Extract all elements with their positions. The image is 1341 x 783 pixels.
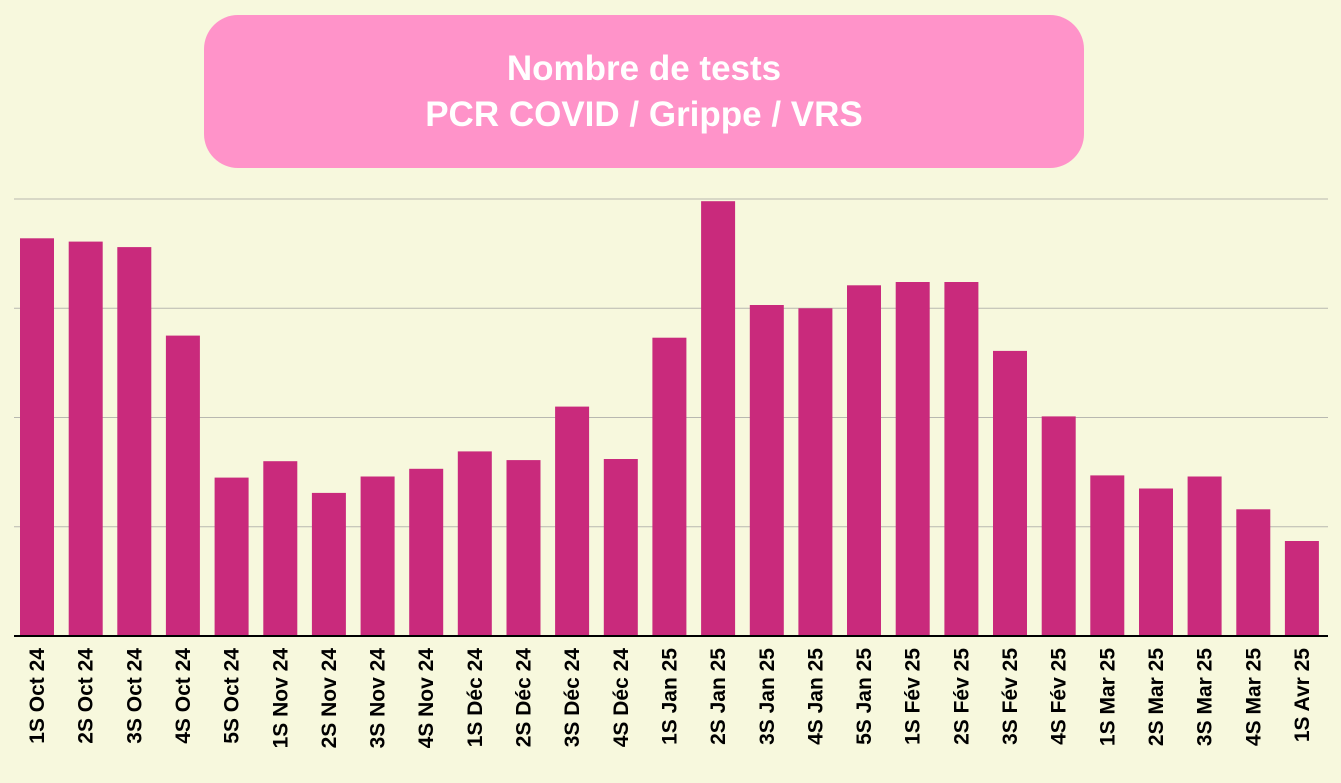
x-tick-label: 5S Jan 25 (853, 648, 876, 745)
x-tick-label: 5S Oct 24 (221, 648, 244, 744)
bar (895, 282, 930, 636)
bar (165, 335, 200, 636)
bar (1090, 475, 1125, 636)
x-tick-label: 3S Mar 25 (1194, 648, 1217, 746)
chart-title: Nombre de tests (506, 48, 782, 88)
x-tick-label: 2S Fév 25 (950, 648, 973, 745)
bar (1041, 416, 1076, 636)
x-tick-label: 4S Déc 24 (610, 648, 633, 748)
bar (701, 201, 736, 636)
x-tick-label: 2S Oct 24 (75, 648, 98, 744)
x-tick-label: 2S Nov 24 (318, 648, 341, 749)
x-tick-label: 3S Nov 24 (367, 648, 390, 749)
x-tick-label: 2S Déc 24 (513, 648, 536, 748)
bar (847, 285, 881, 636)
x-tick-label: 1S Nov 24 (269, 648, 292, 749)
bar (263, 461, 298, 636)
x-tick-label: 1S Fév 25 (902, 648, 925, 745)
x-tick-label: 4S Oct 24 (172, 648, 195, 744)
bar (311, 492, 346, 636)
x-tick-label: 1S Avr 25 (1291, 648, 1314, 742)
bar (993, 350, 1027, 636)
bar (457, 451, 492, 636)
bar (409, 468, 444, 636)
bar (944, 282, 979, 636)
x-tick-label: 4S Fév 25 (1048, 648, 1071, 745)
x-tick-label: 1S Oct 24 (26, 648, 49, 744)
bar (360, 476, 395, 636)
bar (603, 459, 638, 636)
x-tick-label: 4S Jan 25 (804, 648, 827, 745)
bar (1236, 509, 1271, 636)
x-tick-label: 3S Déc 24 (561, 648, 584, 748)
x-tick-label: 1S Déc 24 (464, 648, 487, 748)
bar (1187, 476, 1222, 636)
bar (214, 477, 249, 636)
x-tick-label: 2S Mar 25 (1145, 648, 1168, 746)
x-tick-label: 4S Mar 25 (1242, 648, 1265, 746)
bar (555, 406, 590, 636)
bar (68, 241, 103, 636)
chart-subtitle: PCR COVID / Grippe / VRS (425, 94, 863, 134)
bar (506, 460, 541, 636)
bar (798, 308, 833, 637)
x-tick-label: 3S Oct 24 (123, 648, 146, 744)
bar (749, 305, 784, 636)
bar (652, 337, 687, 636)
chart-title-box: Nombre de tests PCR COVID / Grippe / VRS (204, 15, 1084, 168)
x-tick-label: 4S Nov 24 (415, 648, 438, 749)
bar (20, 238, 54, 637)
bar (117, 247, 152, 636)
x-tick-label: 3S Jan 25 (756, 648, 779, 745)
x-tick-label: 1S Mar 25 (1096, 648, 1119, 746)
x-tick-label: 2S Jan 25 (707, 648, 730, 745)
x-tick-label: 3S Fév 25 (999, 648, 1022, 745)
bar (1284, 541, 1319, 636)
bar (1139, 488, 1173, 636)
x-tick-label: 1S Jan 25 (658, 648, 681, 745)
